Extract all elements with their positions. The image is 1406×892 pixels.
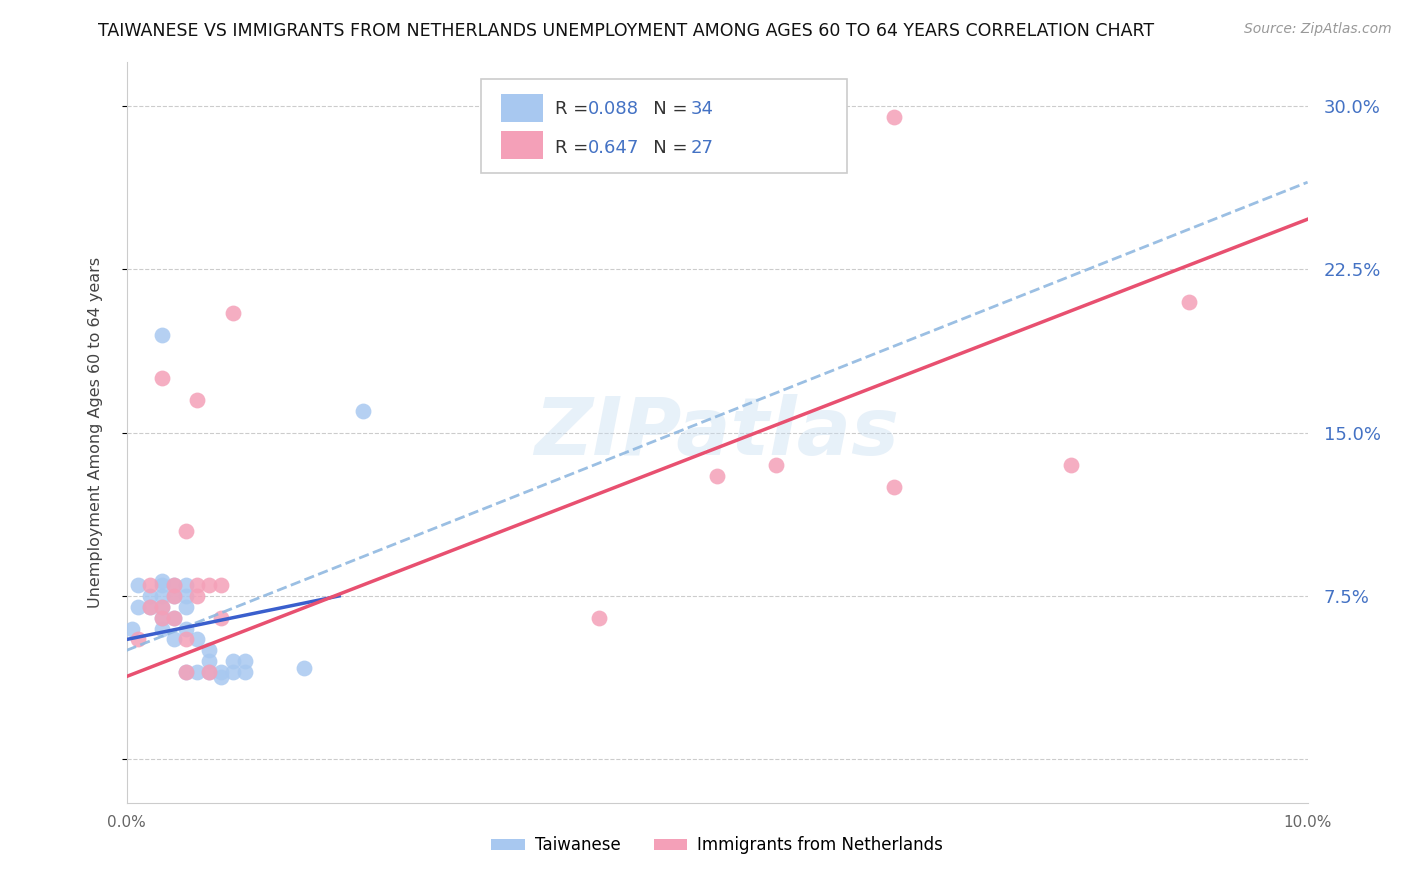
Point bbox=[163, 589, 186, 603]
Y-axis label: Unemployment Among Ages 60 to 64 years: Unemployment Among Ages 60 to 64 years bbox=[89, 257, 103, 608]
Point bbox=[233, 654, 256, 668]
Point bbox=[186, 578, 208, 592]
Point bbox=[1178, 295, 1201, 310]
Point bbox=[765, 458, 787, 473]
Point bbox=[174, 632, 197, 647]
Point bbox=[163, 611, 186, 625]
Point bbox=[209, 669, 232, 683]
Point bbox=[198, 578, 221, 592]
Text: R =: R = bbox=[555, 100, 595, 118]
Point bbox=[198, 665, 221, 680]
FancyBboxPatch shape bbox=[481, 78, 846, 173]
Point bbox=[127, 599, 149, 614]
Point bbox=[150, 611, 173, 625]
Point bbox=[186, 589, 208, 603]
Text: N =: N = bbox=[636, 100, 693, 118]
Point bbox=[209, 578, 232, 592]
Point bbox=[198, 643, 221, 657]
Text: ZIPatlas: ZIPatlas bbox=[534, 393, 900, 472]
Point bbox=[121, 622, 143, 636]
Text: TAIWANESE VS IMMIGRANTS FROM NETHERLANDS UNEMPLOYMENT AMONG AGES 60 TO 64 YEARS : TAIWANESE VS IMMIGRANTS FROM NETHERLANDS… bbox=[98, 22, 1154, 40]
Point bbox=[150, 327, 173, 342]
Point bbox=[150, 599, 173, 614]
Text: R =: R = bbox=[555, 138, 595, 157]
Point bbox=[139, 589, 162, 603]
FancyBboxPatch shape bbox=[501, 131, 544, 160]
Point bbox=[139, 599, 162, 614]
Point bbox=[150, 599, 173, 614]
FancyBboxPatch shape bbox=[501, 95, 544, 122]
Point bbox=[150, 578, 173, 592]
Point bbox=[163, 589, 186, 603]
Text: 27: 27 bbox=[692, 138, 714, 157]
Point bbox=[186, 392, 208, 407]
Point bbox=[883, 480, 905, 494]
Point bbox=[163, 632, 186, 647]
Point bbox=[233, 665, 256, 680]
Point bbox=[174, 578, 197, 592]
Point bbox=[198, 654, 221, 668]
Point bbox=[150, 611, 173, 625]
Text: N =: N = bbox=[636, 138, 693, 157]
Point bbox=[163, 578, 186, 592]
Point bbox=[150, 574, 173, 588]
Point bbox=[150, 622, 173, 636]
Point bbox=[150, 371, 173, 385]
Point bbox=[706, 469, 728, 483]
Text: 0.088: 0.088 bbox=[588, 100, 640, 118]
Point bbox=[292, 661, 315, 675]
Point bbox=[222, 654, 245, 668]
Point bbox=[174, 622, 197, 636]
Point bbox=[209, 611, 232, 625]
Point bbox=[163, 578, 186, 592]
Text: 34: 34 bbox=[692, 100, 714, 118]
Point bbox=[198, 665, 221, 680]
Point bbox=[222, 306, 245, 320]
Point bbox=[150, 589, 173, 603]
Point bbox=[174, 589, 197, 603]
Point bbox=[186, 665, 208, 680]
Text: Source: ZipAtlas.com: Source: ZipAtlas.com bbox=[1244, 22, 1392, 37]
Point bbox=[139, 578, 162, 592]
Point bbox=[588, 611, 610, 625]
Point bbox=[883, 110, 905, 124]
Point bbox=[1060, 458, 1083, 473]
Point bbox=[174, 665, 197, 680]
Point bbox=[127, 578, 149, 592]
Point bbox=[139, 599, 162, 614]
Point bbox=[209, 665, 232, 680]
Legend: Taiwanese, Immigrants from Netherlands: Taiwanese, Immigrants from Netherlands bbox=[485, 830, 949, 861]
Point bbox=[222, 665, 245, 680]
Point bbox=[163, 611, 186, 625]
Point bbox=[127, 632, 149, 647]
Point bbox=[174, 524, 197, 538]
Point bbox=[186, 632, 208, 647]
Point bbox=[174, 599, 197, 614]
Text: 0.647: 0.647 bbox=[588, 138, 640, 157]
Point bbox=[174, 665, 197, 680]
Point bbox=[352, 404, 374, 418]
